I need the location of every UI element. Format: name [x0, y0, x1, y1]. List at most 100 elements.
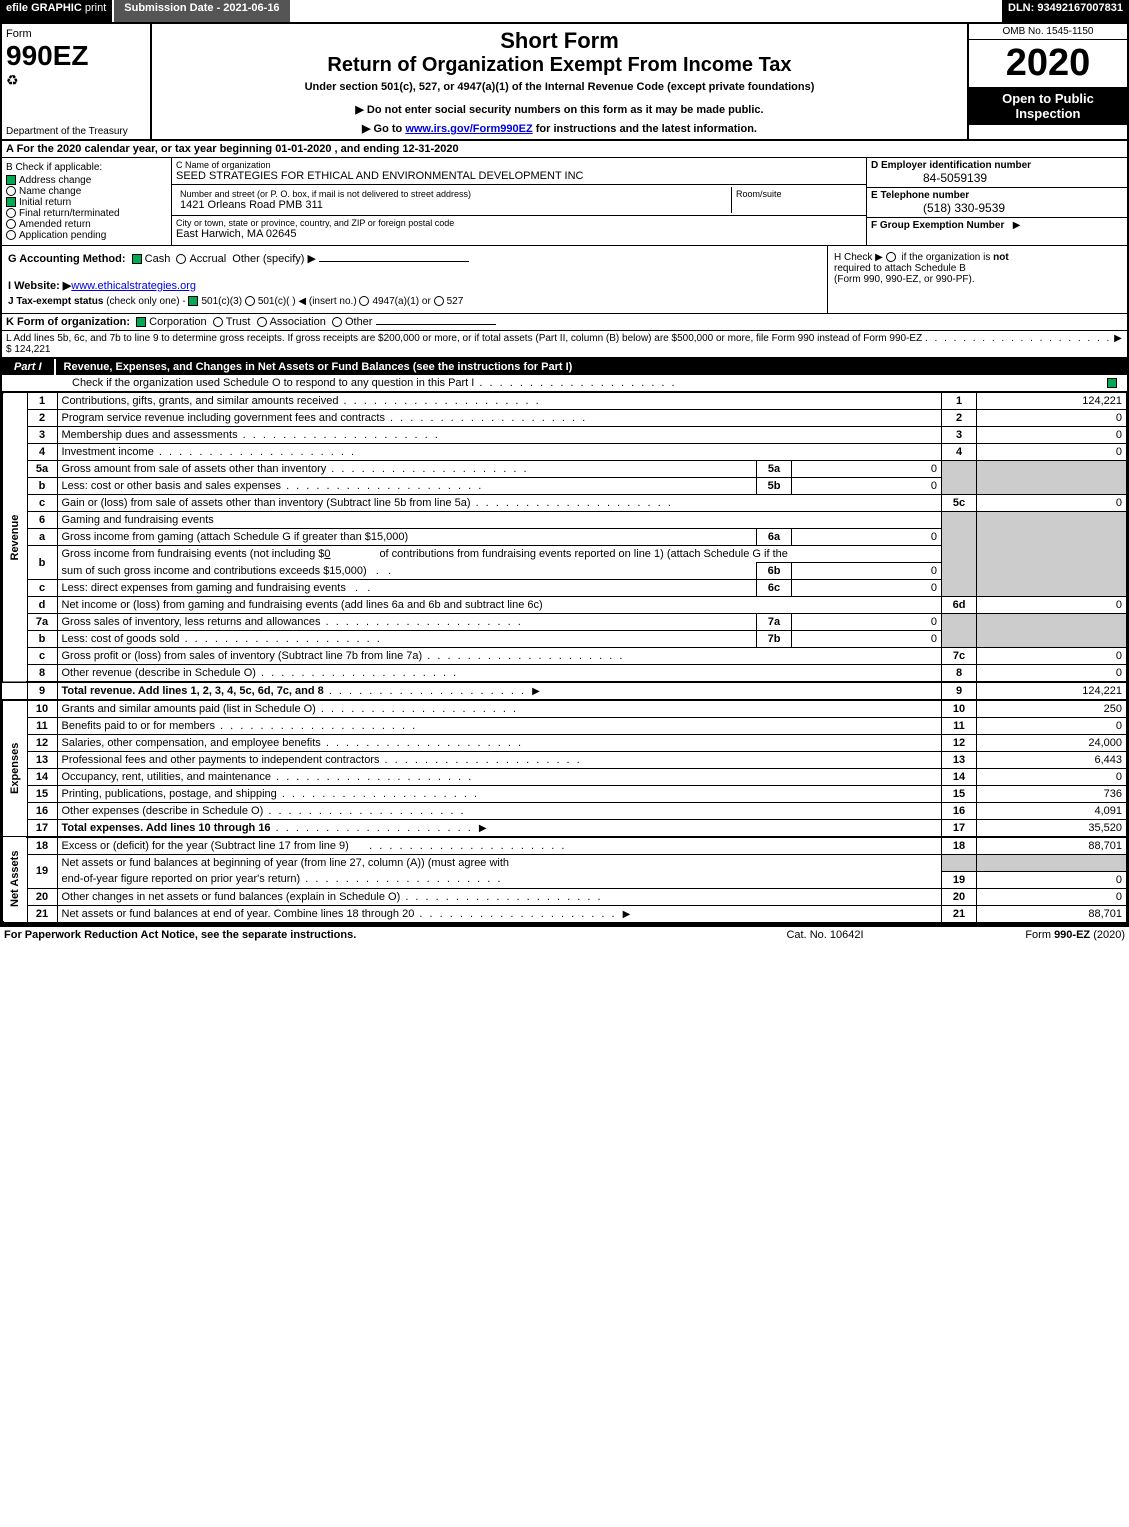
line-desc: Investment income [57, 444, 942, 461]
grey-cell [942, 461, 977, 495]
line-rlab: 9 [942, 682, 977, 700]
line-desc: Gross income from fundraising events (no… [57, 546, 942, 563]
line-num: b [27, 546, 57, 580]
mini-val: 0 [792, 461, 942, 478]
chk-4947[interactable] [359, 296, 369, 306]
col-d-to-f: D Employer identification number 84-5059… [867, 158, 1127, 245]
chk-initial-return[interactable]: Initial return [6, 197, 167, 208]
chk-address-change[interactable]: Address change [6, 175, 167, 186]
chk-cash[interactable] [132, 254, 142, 264]
f-block: F Group Exemption Number ▶ [867, 218, 1127, 233]
line-num: b [27, 478, 57, 495]
footer: For Paperwork Reduction Act Notice, see … [0, 925, 1129, 943]
omb-number: OMB No. 1545-1150 [969, 24, 1127, 40]
paperwork-notice: For Paperwork Reduction Act Notice, see … [4, 929, 725, 941]
chk-501c3[interactable] [188, 296, 198, 306]
line-desc: Gain or (loss) from sale of assets other… [57, 495, 942, 512]
line-desc: Gaming and fundraising events [57, 512, 942, 529]
line-num: 21 [27, 905, 57, 922]
line-desc: Salaries, other compensation, and employ… [57, 735, 942, 752]
row-a-tax-year: A For the 2020 calendar year, or tax yea… [2, 141, 1127, 158]
chk-application-pending[interactable]: Application pending [6, 230, 167, 241]
line-num: b [27, 631, 57, 648]
cat-no: Cat. No. 10642I [725, 929, 925, 941]
mini-val: 0 [792, 614, 942, 631]
chk-501c[interactable] [245, 296, 255, 306]
line-rlab: 8 [942, 665, 977, 683]
line-rlab: 7c [942, 648, 977, 665]
open-inspection: Open to Public Inspection [969, 87, 1127, 125]
department: Department of the Treasury Internal Reve… [6, 126, 128, 137]
grey-cell [942, 614, 977, 648]
chk-association[interactable] [257, 317, 267, 327]
street-value: 1421 Orleans Road PMB 311 [180, 199, 727, 211]
under-section: Under section 501(c), 527, or 4947(a)(1)… [156, 81, 963, 93]
line-desc: Contributions, gifts, grants, and simila… [57, 393, 942, 410]
other-org-input[interactable] [376, 324, 496, 325]
short-form-title: Short Form [156, 28, 963, 54]
line-rlab: 17 [942, 820, 977, 838]
chk-trust[interactable] [213, 317, 223, 327]
line-desc: Less: cost of goods sold [57, 631, 757, 648]
line-rval: 0 [977, 495, 1127, 512]
chk-corporation[interactable] [136, 317, 146, 327]
line-num: c [27, 648, 57, 665]
line-desc: Program service revenue including govern… [57, 410, 942, 427]
line-rlab: 4 [942, 444, 977, 461]
side-blank [3, 682, 27, 700]
chk-527[interactable] [434, 296, 444, 306]
line-rval: 24,000 [977, 735, 1127, 752]
chk-accrual[interactable] [176, 254, 186, 264]
line-desc: Other revenue (describe in Schedule O) [57, 665, 942, 683]
line-rlab: 11 [942, 718, 977, 735]
line-num: 2 [27, 410, 57, 427]
line-num: 9 [27, 682, 57, 700]
line-rlab: 16 [942, 803, 977, 820]
gross-receipts: $ 124,221 [6, 344, 51, 355]
line-desc: end-of-year figure reported on prior yea… [57, 871, 942, 888]
line-num: c [27, 580, 57, 597]
side-expenses: Expenses [3, 700, 27, 837]
website-link[interactable]: www.ethicalstrategies.org [71, 280, 196, 292]
e-label: E Telephone number [871, 190, 969, 201]
f-label: F Group Exemption Number [871, 220, 1004, 231]
line-desc: Less: cost or other basis and sales expe… [57, 478, 757, 495]
mini-val: 0 [792, 563, 942, 580]
line-num: 18 [27, 837, 57, 855]
line-rval: 124,221 [977, 682, 1127, 700]
arrow-icon [529, 685, 543, 697]
h-block: H Check ▶ if the organization is not req… [827, 246, 1127, 313]
line-rval: 124,221 [977, 393, 1127, 410]
arrow-icon [476, 822, 490, 834]
chk-other-org[interactable] [332, 317, 342, 327]
line-desc: Other expenses (describe in Schedule O) [57, 803, 942, 820]
line-num: 5a [27, 461, 57, 478]
line-rlab: 10 [942, 700, 977, 718]
mini-label: 7a [757, 614, 792, 631]
line-desc: Occupancy, rent, utilities, and maintena… [57, 769, 942, 786]
other-specify-input[interactable] [319, 261, 469, 262]
line-rval: 0 [977, 769, 1127, 786]
mini-val: 0 [792, 529, 942, 546]
mini-val: 0 [792, 631, 942, 648]
chk-h[interactable] [886, 252, 896, 262]
street-row: Number and street (or P. O. box, if mail… [172, 185, 866, 216]
irs-link[interactable]: www.irs.gov/Form990EZ [405, 123, 532, 135]
line-num: 10 [27, 700, 57, 718]
line-num: 4 [27, 444, 57, 461]
f-arrow-icon: ▶ [1013, 220, 1021, 231]
spacer [292, 0, 1002, 22]
chk-final-return[interactable]: Final return/terminated [6, 208, 167, 219]
col-c: C Name of organization SEED STRATEGIES F… [172, 158, 867, 245]
tax-year: 2020 [969, 40, 1127, 87]
lines-table: Revenue 1 Contributions, gifts, grants, … [2, 392, 1127, 923]
line-desc: Gross profit or (loss) from sales of inv… [57, 648, 942, 665]
chk-amended-return[interactable]: Amended return [6, 219, 167, 230]
print-link[interactable]: print [85, 2, 106, 14]
chk-schedule-o[interactable] [1107, 378, 1117, 388]
mini-label: 7b [757, 631, 792, 648]
chk-name-change[interactable]: Name change [6, 186, 167, 197]
part-i-label: Part I [2, 359, 56, 375]
side-net-assets: Net Assets [3, 837, 27, 922]
line-rval: 4,091 [977, 803, 1127, 820]
